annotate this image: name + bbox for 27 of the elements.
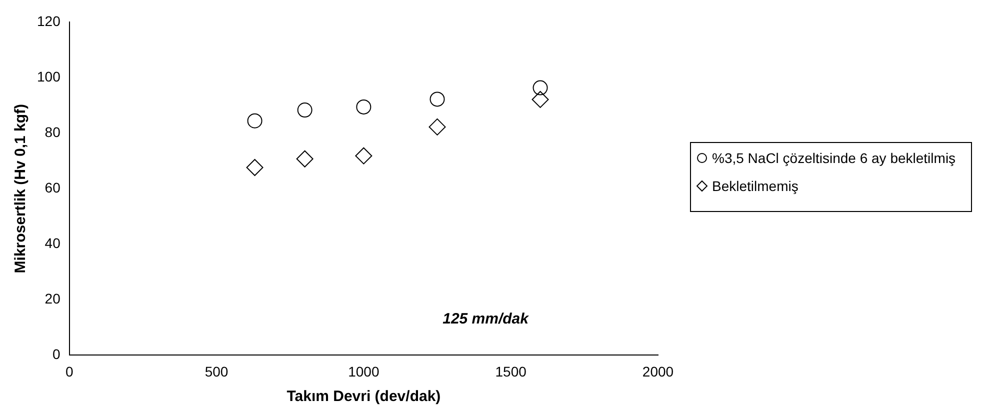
y-tick-label: 80 bbox=[44, 124, 61, 140]
point bbox=[532, 80, 548, 96]
y-tick-label: 120 bbox=[37, 12, 61, 29]
annotation: 125 mm/dak bbox=[442, 310, 530, 328]
point bbox=[532, 90, 549, 108]
y-axis-title: Mikrosertlik (Hv 0,1 kgf) bbox=[12, 104, 30, 274]
legend-label: %3,5 NaCl çözeltisinde 6 ay bekletilmiş bbox=[712, 149, 956, 167]
point bbox=[246, 159, 264, 176]
y-tick-label: 60 bbox=[44, 179, 61, 196]
point bbox=[247, 113, 262, 128]
y-tick-label: 100 bbox=[37, 68, 61, 84]
point bbox=[297, 102, 312, 118]
x-tick-label: 2000 bbox=[642, 363, 674, 380]
x-tick-label: 0 bbox=[65, 363, 74, 380]
x-tick-label: 1000 bbox=[348, 363, 380, 380]
y-tick-label: 20 bbox=[44, 290, 61, 307]
point bbox=[355, 147, 372, 164]
x-axis-title: Takım Devri (dev/dak) bbox=[286, 388, 441, 406]
point bbox=[428, 118, 446, 136]
point bbox=[296, 150, 314, 168]
legend-label: Bekletilmemiş bbox=[712, 177, 798, 195]
x-tick-label: 1500 bbox=[495, 363, 527, 380]
y-tick-label: 40 bbox=[44, 234, 61, 251]
y-tick-label: 0 bbox=[52, 346, 61, 362]
x-tick-label: 500 bbox=[204, 363, 228, 380]
point bbox=[356, 99, 372, 114]
point bbox=[430, 92, 445, 107]
